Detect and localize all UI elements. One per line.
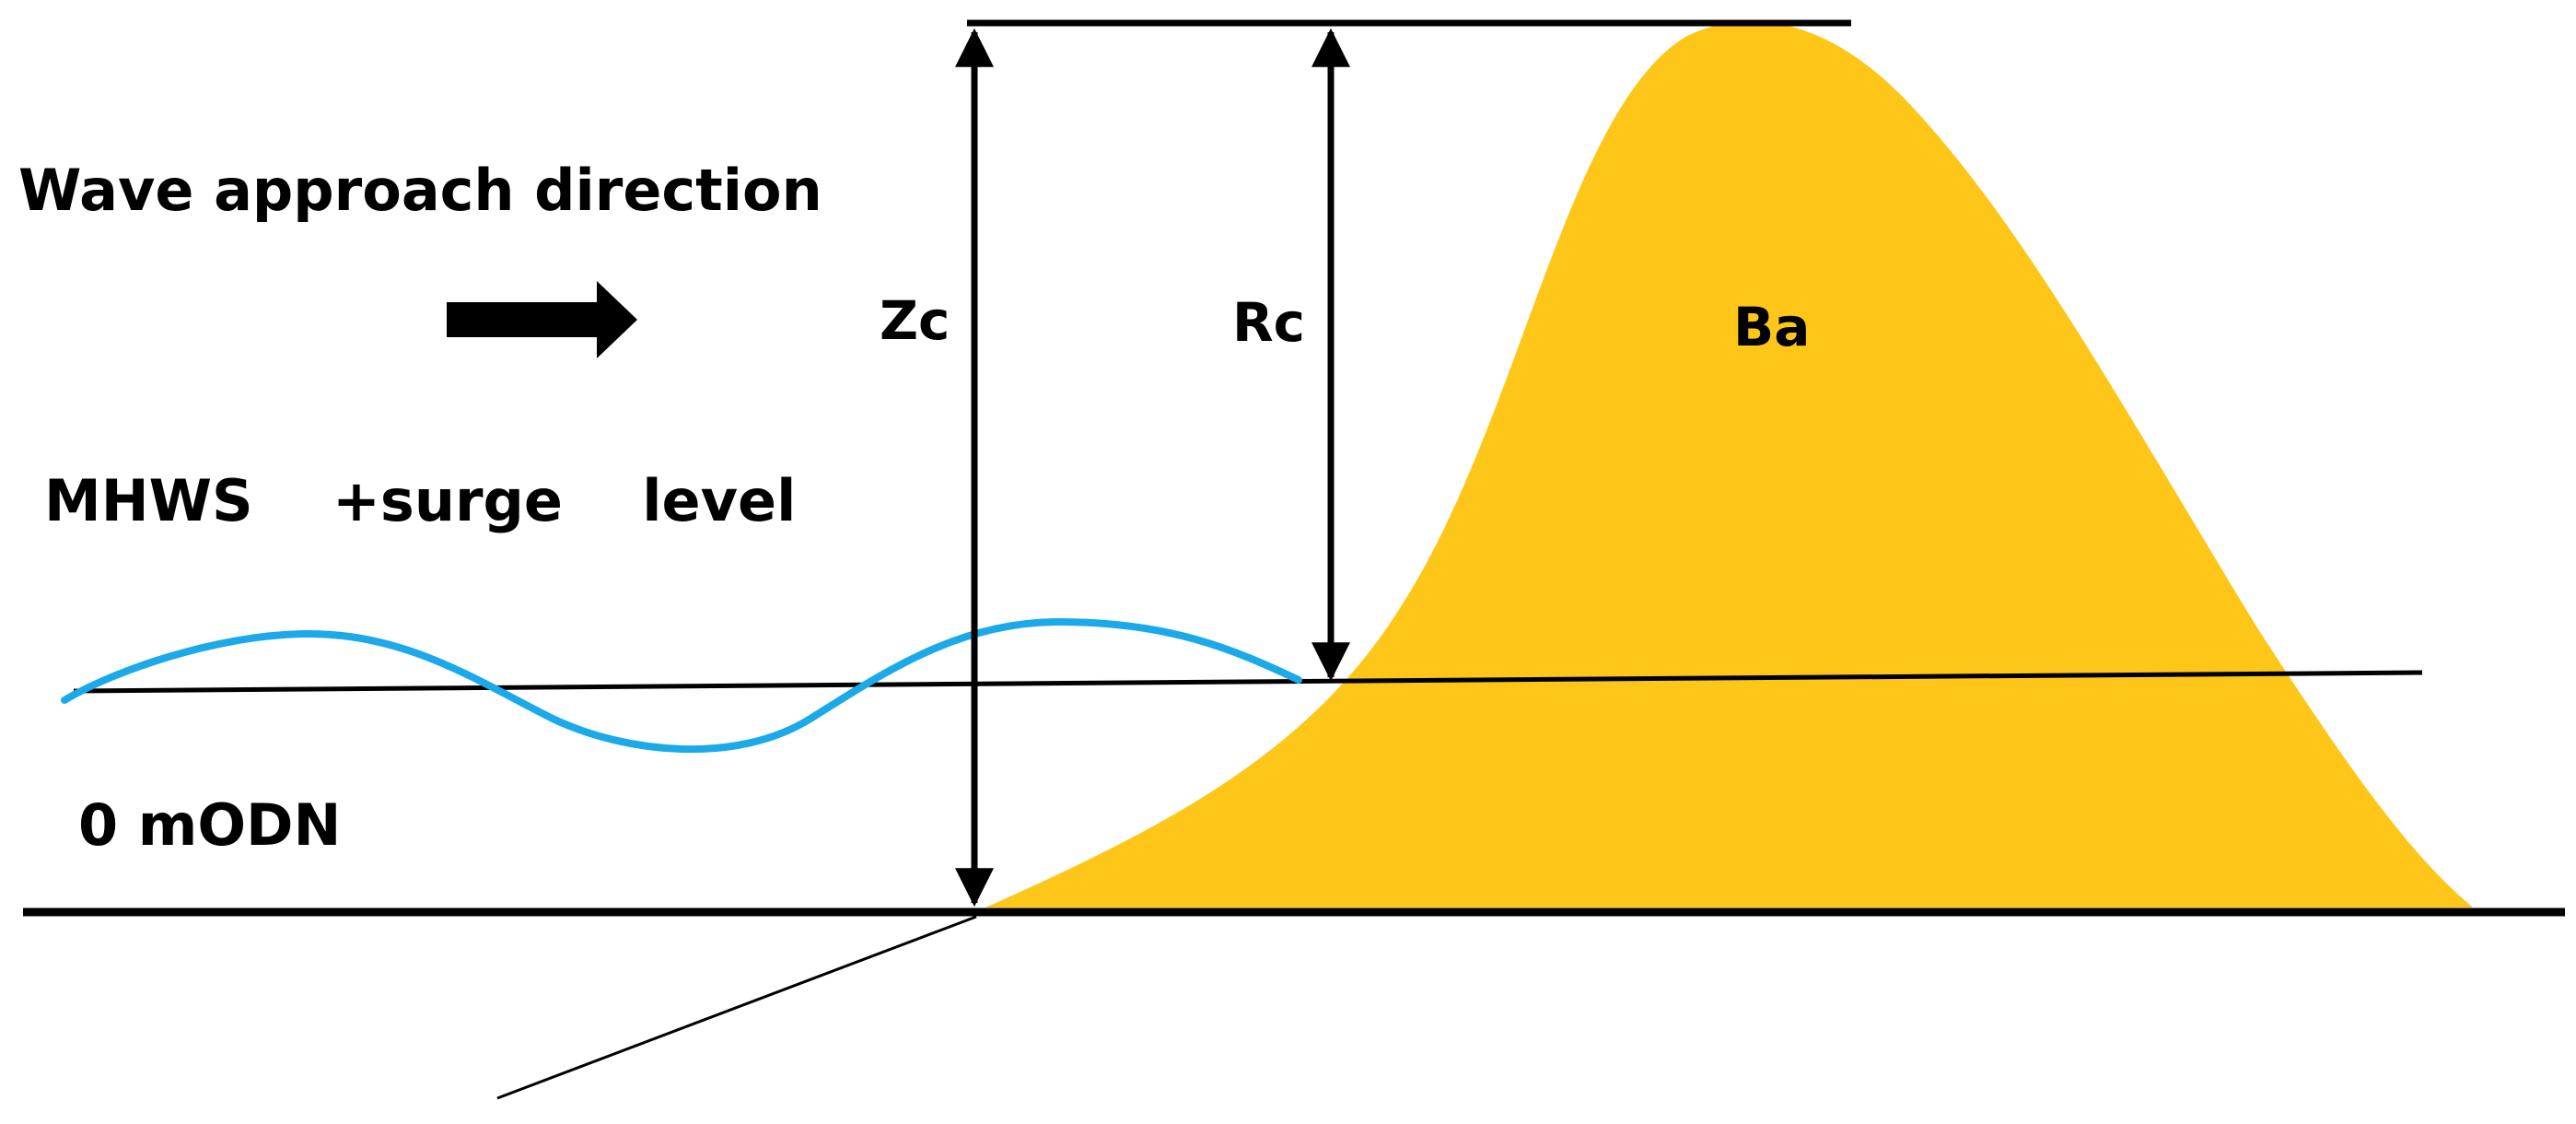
- datum-label: 0 mODN: [78, 791, 341, 859]
- zc-label: Zc: [880, 289, 950, 352]
- nearshore-slope-line: [496, 915, 977, 1100]
- rc-label: Rc: [1232, 291, 1305, 354]
- water-level-line: [73, 670, 2423, 694]
- water-level-label: MHWS +surge level: [44, 467, 796, 534]
- ba-label: Ba: [1733, 296, 1810, 358]
- wave-direction-label: Wave approach direction: [18, 157, 822, 224]
- barrier-profile: [985, 20, 2473, 907]
- wave-line: [61, 617, 1302, 754]
- right-arrow-icon: [447, 281, 637, 358]
